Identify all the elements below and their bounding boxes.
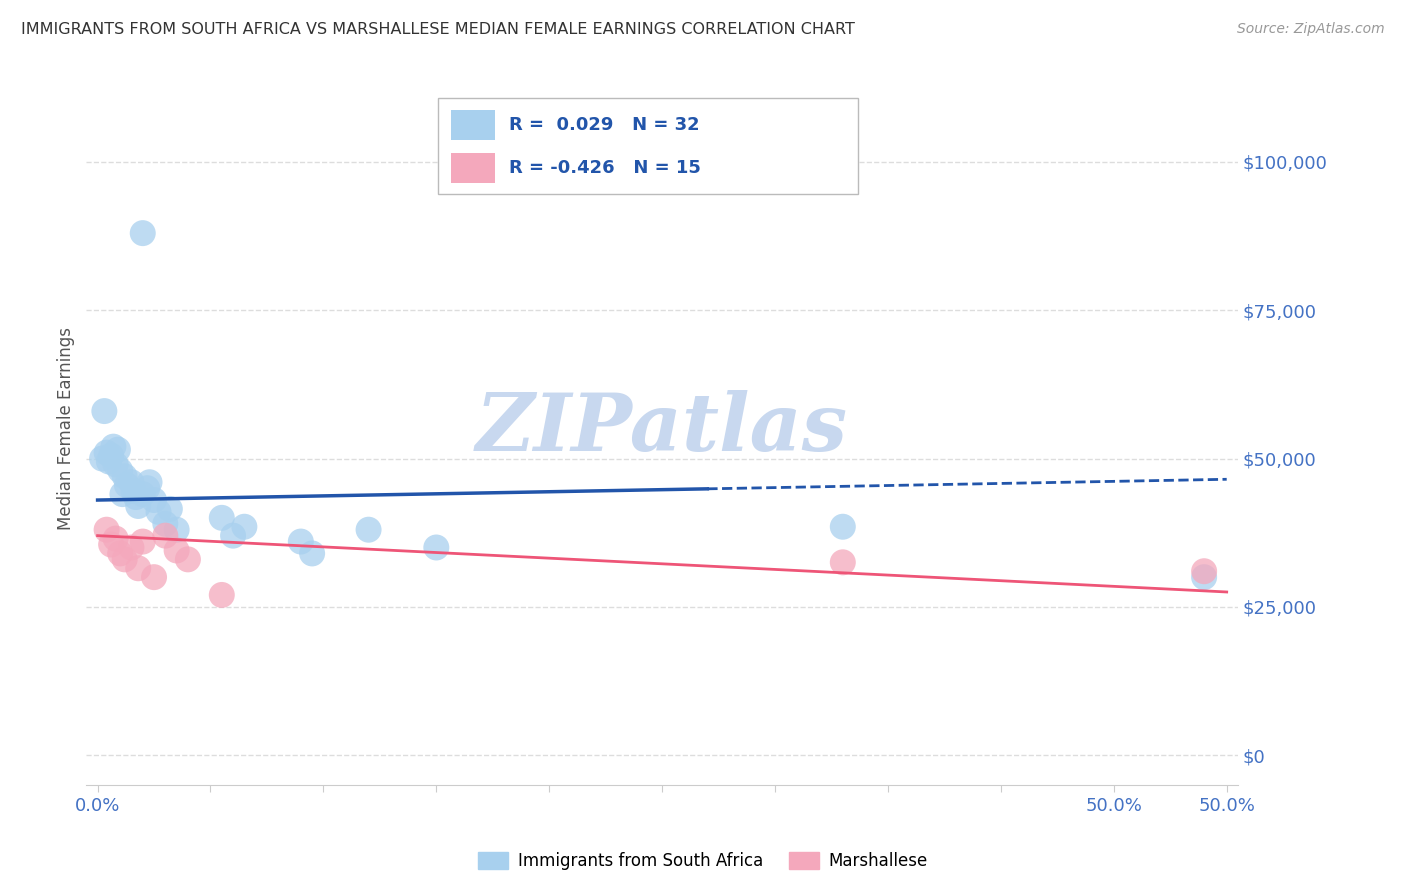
Point	[96, 523, 118, 537]
Point	[104, 532, 127, 546]
Point	[108, 546, 131, 560]
Text: Source: ZipAtlas.com: Source: ZipAtlas.com	[1237, 22, 1385, 37]
Point	[233, 520, 256, 534]
Point	[127, 561, 149, 575]
Point	[122, 484, 145, 499]
Point	[222, 528, 245, 542]
Point	[143, 493, 166, 508]
Point	[155, 516, 177, 531]
Point	[114, 469, 136, 483]
Point	[115, 478, 138, 492]
Point	[138, 475, 160, 490]
Text: IMMIGRANTS FROM SOUTH AFRICA VS MARSHALLESE MEDIAN FEMALE EARNINGS CORRELATION C: IMMIGRANTS FROM SOUTH AFRICA VS MARSHALL…	[21, 22, 855, 37]
Point	[831, 520, 853, 534]
Point	[166, 543, 188, 558]
Point	[301, 546, 323, 560]
Point	[148, 505, 170, 519]
Point	[100, 449, 122, 463]
Point	[211, 511, 233, 525]
Text: R =  0.029   N = 32: R = 0.029 N = 32	[509, 116, 700, 134]
Legend: Immigrants from South Africa, Marshallese: Immigrants from South Africa, Marshalles…	[471, 845, 935, 877]
Point	[132, 226, 155, 240]
Point	[100, 537, 122, 551]
Point	[290, 534, 312, 549]
Text: ZIPatlas: ZIPatlas	[477, 390, 848, 467]
Point	[127, 499, 149, 513]
Y-axis label: Median Female Earnings: Median Female Earnings	[58, 327, 75, 531]
Point	[103, 440, 125, 454]
Point	[136, 481, 159, 495]
Point	[107, 442, 129, 457]
Point	[143, 570, 166, 584]
Point	[425, 541, 447, 555]
Point	[97, 454, 120, 468]
Point	[132, 534, 155, 549]
Point	[125, 490, 148, 504]
Point	[166, 523, 188, 537]
Point	[91, 451, 114, 466]
Point	[96, 445, 118, 459]
Point	[155, 528, 177, 542]
Point	[120, 541, 142, 555]
Point	[1192, 570, 1215, 584]
Point	[93, 404, 115, 418]
Point	[831, 555, 853, 569]
Point	[211, 588, 233, 602]
Text: R = -0.426   N = 15: R = -0.426 N = 15	[509, 159, 700, 177]
Point	[104, 458, 127, 472]
Point	[177, 552, 200, 566]
Point	[357, 523, 380, 537]
Point	[159, 502, 181, 516]
Point	[120, 475, 142, 490]
Point	[108, 463, 131, 477]
Point	[1192, 564, 1215, 578]
Point	[114, 552, 136, 566]
Bar	[451, 153, 495, 183]
Bar	[437, 98, 858, 194]
Point	[111, 487, 134, 501]
Point	[132, 487, 155, 501]
Bar	[451, 110, 495, 140]
